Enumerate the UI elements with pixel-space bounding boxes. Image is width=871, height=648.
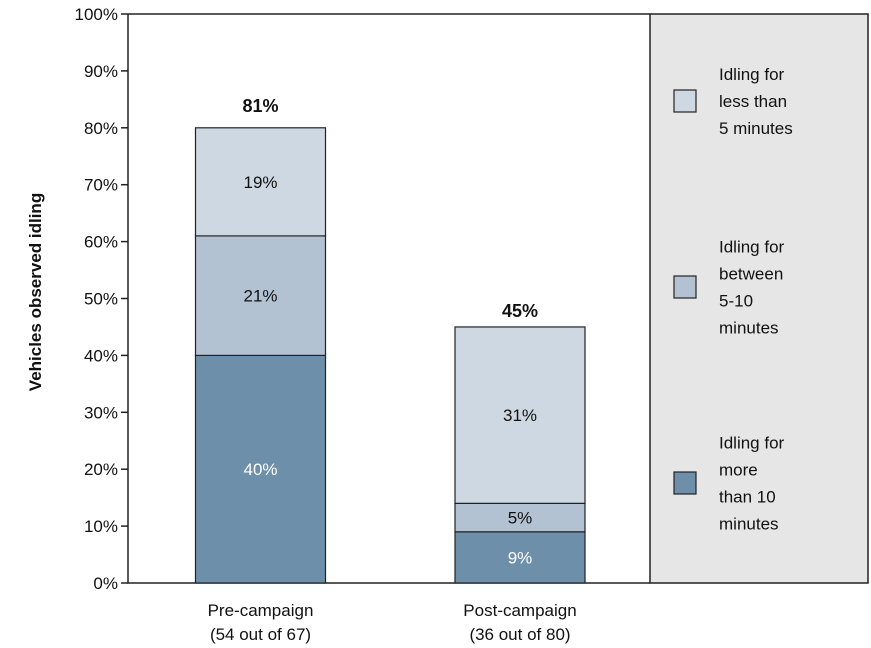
bar-total-label: 45% [502, 301, 538, 321]
legend-label: Idling for [719, 238, 785, 257]
legend-swatch [673, 471, 697, 495]
segment-value-label: 21% [243, 287, 277, 306]
y-tick-label: 80% [84, 119, 118, 138]
y-tick-label: 40% [84, 346, 118, 365]
legend-label: 5 minutes [719, 119, 793, 138]
segment-value-label: 9% [508, 548, 533, 567]
legend-swatch [673, 275, 697, 299]
y-tick-label: 70% [84, 176, 118, 195]
bar-segment [454, 502, 586, 533]
plot-area: 0% 10% 20% 30% 40% 50% 60% 70% 80% 90% 100% 40% 21% 1… [75, 5, 650, 644]
y-tick-label: 10% [84, 517, 118, 536]
x-category-label: (36 out of 80) [469, 625, 570, 644]
legend-swatch [673, 89, 697, 113]
y-tick-label: 30% [84, 403, 118, 422]
x-category-label: Post-campaign [463, 601, 576, 620]
x-category-label: Pre-campaign [208, 601, 314, 620]
y-axis-label: Vehicles observed idling [26, 193, 45, 391]
segment-value-label: 40% [243, 460, 277, 479]
y-tick-label: 50% [84, 290, 118, 309]
bar-segment [194, 354, 327, 584]
segment-value-label: 5% [508, 509, 533, 528]
legend: Idling for less than 5 minutes Idling for be… [673, 65, 793, 534]
bar-segment [454, 326, 586, 504]
bar-segment [194, 127, 327, 237]
legend-label: minutes [719, 319, 779, 338]
y-tick-label: 100% [75, 5, 118, 24]
x-category-label: (54 out of 67) [210, 625, 311, 644]
legend-label: Idling for [719, 434, 785, 453]
segment-value-label: 19% [243, 173, 277, 192]
legend-label: 5-10 [719, 292, 753, 311]
bar-segment [194, 235, 327, 357]
legend-label: Idling for [719, 65, 785, 84]
legend-label: less than [719, 92, 787, 111]
legend-label: between [719, 265, 783, 284]
y-tick-label: 90% [84, 62, 118, 81]
legend-label: minutes [719, 515, 779, 534]
y-tick-label: 20% [84, 460, 118, 479]
legend-label: more [719, 461, 758, 480]
y-tick-label: 0% [93, 574, 118, 593]
bar-total-label: 81% [242, 96, 278, 116]
segment-value-label: 31% [503, 406, 537, 425]
y-tick-label: 60% [84, 233, 118, 252]
bar-segment [454, 531, 586, 584]
legend-label: than 10 [719, 488, 776, 507]
